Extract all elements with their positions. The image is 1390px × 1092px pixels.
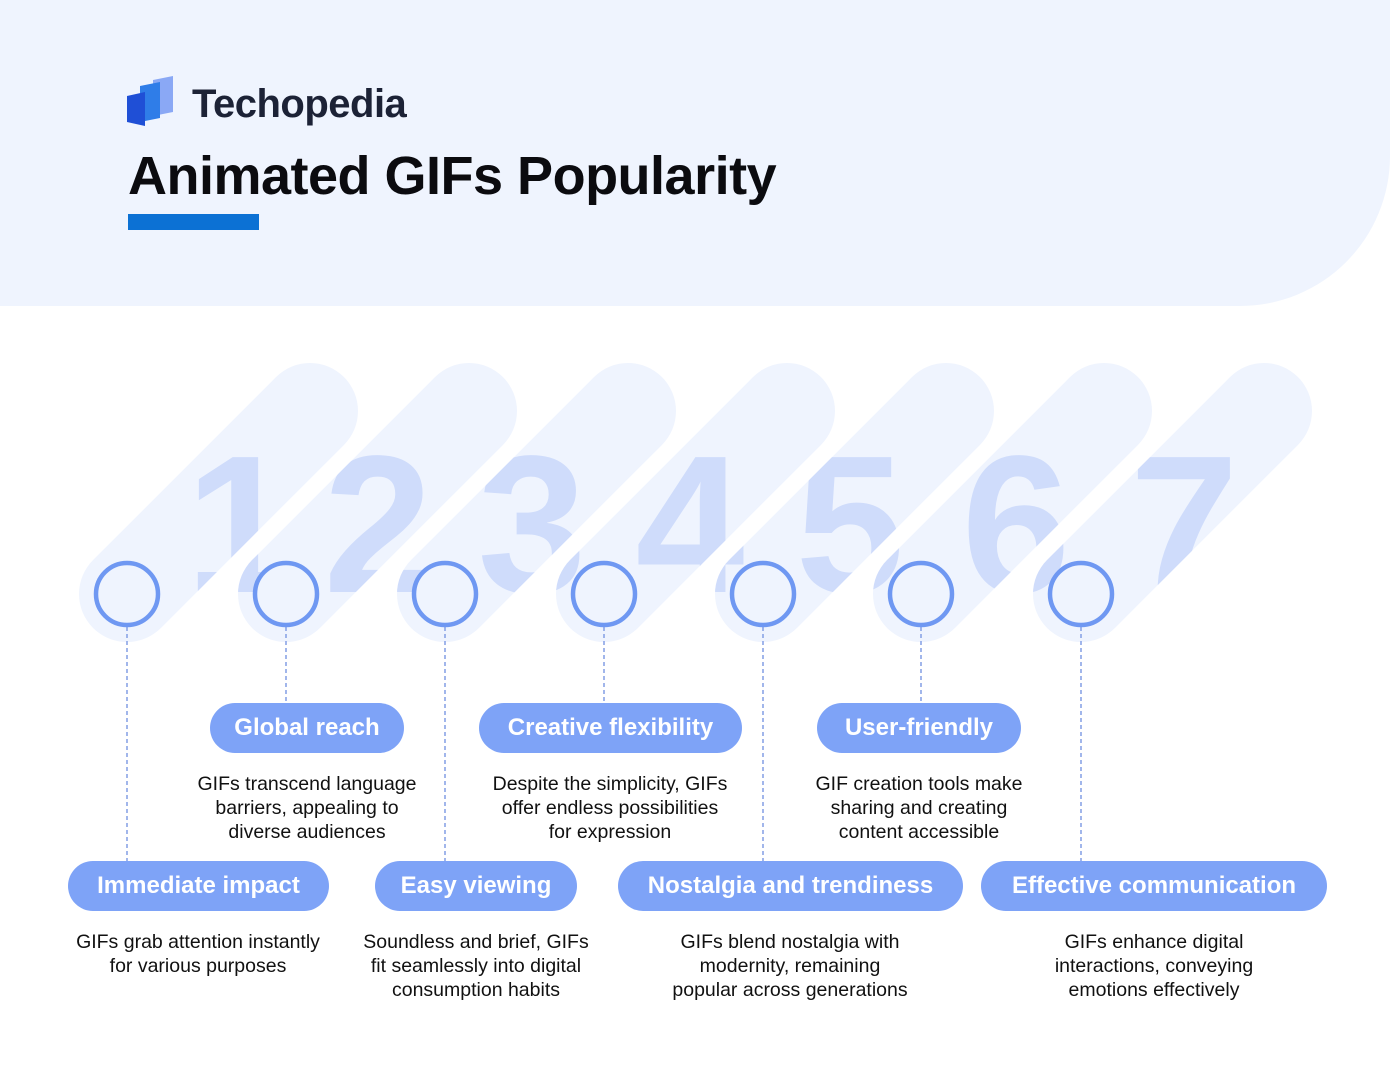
step-circle-6-icon — [887, 560, 955, 628]
step-6-description: GIF creation tools make sharing and crea… — [815, 773, 1023, 843]
stripe-3 — [397, 363, 676, 642]
stripe-7 — [1033, 363, 1312, 642]
numeral-3: 3 — [477, 415, 586, 634]
step-2-description: GIFs transcend language barriers, appeal… — [197, 773, 417, 843]
stripe-6 — [873, 363, 1152, 642]
background-stripes — [79, 363, 1312, 642]
step-circle-7-icon — [1047, 560, 1115, 628]
stripe-4 — [556, 363, 835, 642]
numeral-5: 5 — [795, 415, 904, 634]
step-1-description: GIFs grab attention instantly for variou… — [76, 931, 320, 977]
step-3-label: Easy viewing — [375, 861, 577, 911]
stripe-5 — [715, 363, 994, 642]
stripe-2 — [238, 363, 517, 642]
step-7-description: GIFs enhance digital interactions, conve… — [1054, 931, 1254, 1001]
step-5-label: Nostalgia and trendiness — [618, 861, 963, 911]
step-2-label: Global reach — [210, 703, 404, 753]
step-circle-3-icon — [411, 560, 479, 628]
step-7-label: Effective communication — [981, 861, 1327, 911]
numeral-7: 7 — [1129, 415, 1238, 634]
step-3-description: Soundless and brief, GIFs fit seamlessly… — [363, 931, 589, 1001]
numeral-4: 4 — [635, 415, 744, 634]
step-1-label: Immediate impact — [68, 861, 329, 911]
step-circle-5-icon — [729, 560, 797, 628]
connector-lines — [126, 627, 1082, 861]
title-underline-bar — [128, 214, 259, 230]
step-4-label: Creative flexibility — [479, 703, 742, 753]
step-circle-2-icon — [252, 560, 320, 628]
step-6-label: User-friendly — [817, 703, 1021, 753]
page-title: Animated GIFs Popularity — [128, 146, 777, 206]
header-background — [0, 0, 1390, 306]
techopedia-logo-icon — [127, 76, 173, 126]
step-circle-1-icon — [93, 560, 161, 628]
step-4-description: Despite the simplicity, GIFs offer endle… — [492, 773, 728, 843]
step-5-description: GIFs blend nostalgia with modernity, rem… — [672, 931, 908, 1001]
step-circle-4-icon — [570, 560, 638, 628]
stripe-1 — [79, 363, 358, 642]
brand-name: Techopedia — [192, 82, 407, 126]
